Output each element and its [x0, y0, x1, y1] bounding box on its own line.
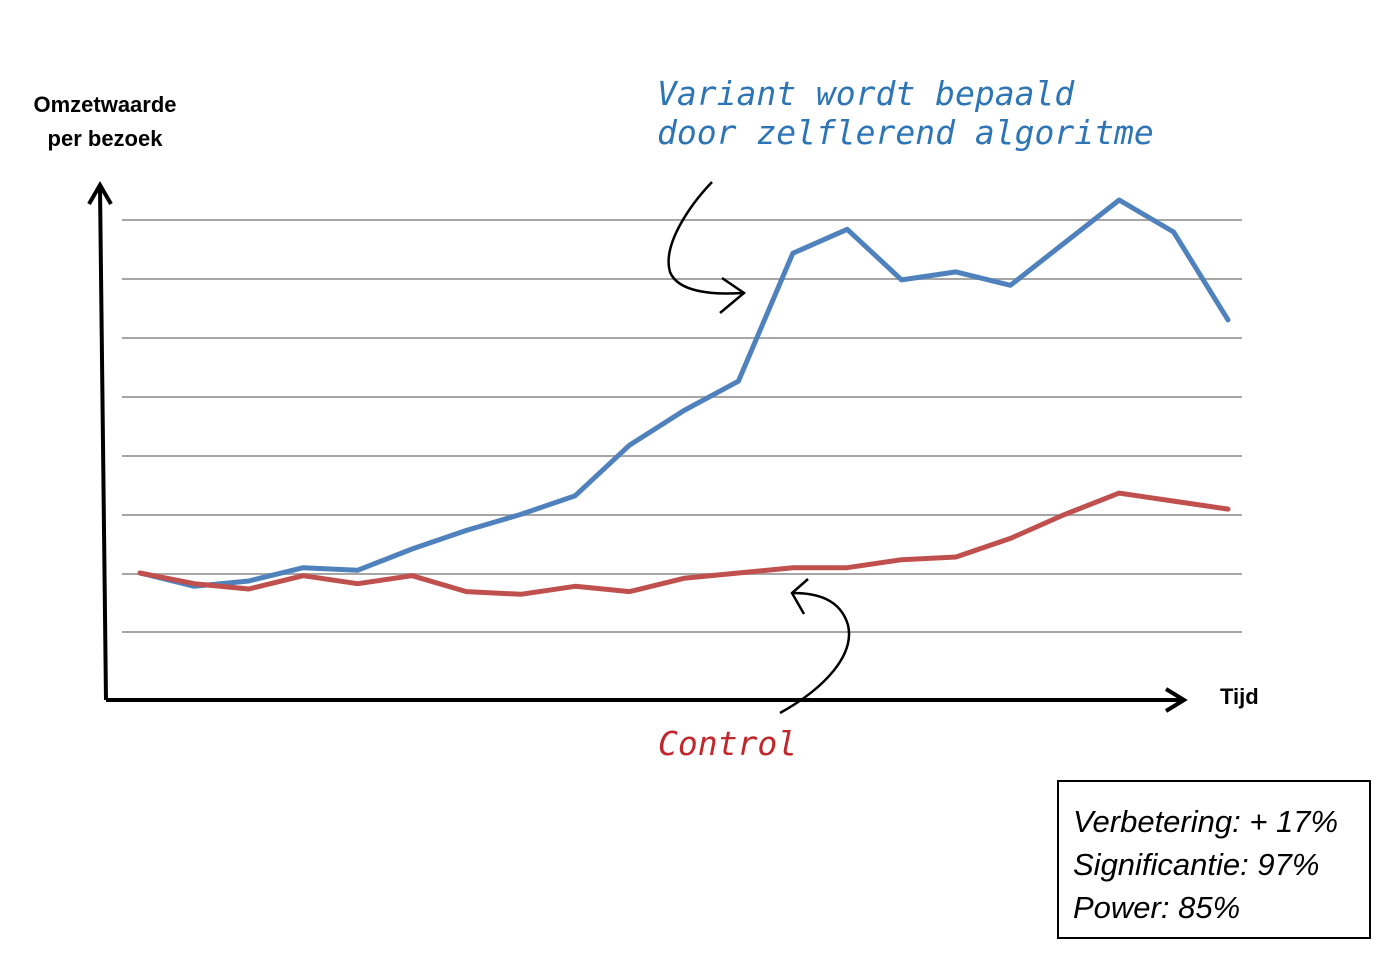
y-axis-label-line-2: per bezoek — [47, 126, 163, 151]
stats-box: Verbetering: + 17% Significantie: 97% Po… — [1057, 780, 1371, 939]
y-axis-label-line-1: Omzetwaarde — [33, 92, 177, 117]
stat-significance: Significantie: 97% — [1073, 847, 1320, 882]
variant-annotation-line-2: door zelflerend algoritme — [657, 113, 1154, 152]
stat-power: Power: 85% — [1073, 890, 1241, 925]
y-axis-label: Omzetwaarde per bezoek — [10, 88, 200, 156]
y-axis-arrowhead — [87, 181, 113, 206]
variant-pointer-arrow — [667, 181, 743, 295]
variant-annotation: Variant wordt bepaald door zelflerend al… — [657, 74, 1154, 152]
control-pointer-arrow — [779, 591, 851, 715]
stat-improvement: Verbetering: + 17% — [1073, 804, 1339, 839]
y-axis — [98, 187, 108, 701]
x-axis-arrowhead — [1164, 687, 1188, 713]
control-pointer-arrowhead — [790, 578, 809, 615]
x-axis-label: Tijd — [1220, 684, 1259, 709]
control-annotation: Control — [658, 724, 798, 763]
variant-series-line — [137, 197, 1231, 589]
control-series-line — [137, 490, 1231, 597]
series-lines — [137, 197, 1231, 597]
variant-pointer-arrowhead — [719, 276, 747, 314]
variant-annotation-line-1: Variant wordt bepaald — [657, 74, 1075, 113]
